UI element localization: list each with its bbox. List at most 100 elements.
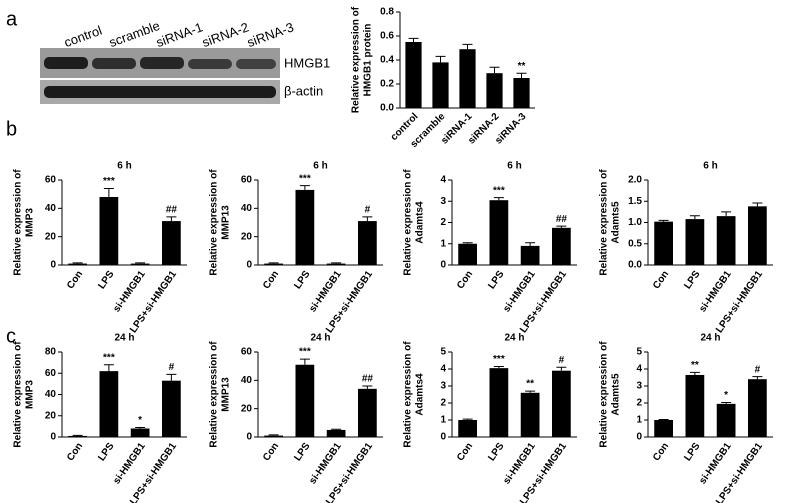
band	[44, 86, 276, 98]
error-bar	[299, 358, 310, 365]
y-tick-label: 0	[636, 432, 642, 443]
error-bar	[362, 385, 373, 389]
y-tick-label: 0	[50, 260, 56, 271]
x-tick-label: LPS	[682, 441, 702, 464]
error-bar	[689, 371, 700, 375]
bar	[513, 78, 530, 108]
error-bar	[408, 37, 419, 42]
significance: ##	[556, 214, 568, 225]
bar	[162, 221, 181, 265]
y-axis-label: Adamts4	[415, 373, 426, 416]
y-tick-label: 0	[440, 432, 446, 443]
chart-title: 24 h	[310, 333, 330, 344]
y-axis-label: MMP13	[221, 205, 232, 240]
y-tick-label: 0.4	[380, 55, 394, 66]
y-tick-label: 3	[636, 381, 642, 392]
bar	[458, 420, 477, 437]
error-bar	[752, 202, 763, 207]
lane-label: siRNA-1	[154, 19, 205, 50]
significance: *	[138, 415, 142, 426]
y-tick-label: 2.0	[628, 175, 642, 186]
y-tick-label: 3	[440, 196, 446, 207]
significance: ***	[493, 185, 505, 196]
significance: *	[724, 390, 728, 401]
y-axis-label: Relative expression of	[599, 341, 610, 448]
x-tick-label: Con	[261, 269, 281, 291]
y-tick-label: 80	[45, 347, 57, 358]
row-label: HMGB1	[284, 55, 330, 70]
x-tick-label: Con	[455, 441, 475, 463]
error-bar	[268, 434, 279, 436]
bar	[654, 221, 673, 265]
bar	[716, 403, 736, 437]
error-bar	[516, 72, 527, 78]
error-bar	[556, 225, 567, 228]
y-tick-label: 5	[440, 347, 446, 358]
y-tick-label: 60	[45, 368, 57, 379]
bar	[748, 206, 767, 265]
band	[92, 58, 136, 69]
bar	[489, 368, 509, 437]
significance: ##	[362, 374, 374, 385]
chart-title: 6 h	[507, 161, 521, 172]
significance: **	[691, 360, 699, 371]
error-bar	[462, 242, 473, 244]
y-tick-label: 2	[440, 217, 446, 228]
error-bar	[331, 428, 342, 430]
error-bar	[103, 188, 114, 197]
band	[44, 57, 88, 69]
x-tick-label: LPS	[682, 269, 702, 292]
error-bar	[525, 390, 536, 393]
chart-title: 24 h	[114, 333, 134, 344]
y-tick-label: 40	[241, 375, 253, 386]
error-bar	[268, 262, 279, 264]
panel-label: a	[6, 8, 18, 30]
band	[188, 59, 232, 69]
bar	[326, 263, 346, 265]
error-bar	[689, 215, 700, 220]
y-axis-label: Adamts5	[611, 373, 622, 416]
error-bar	[72, 262, 83, 264]
y-tick-label: 0	[50, 432, 56, 443]
y-tick-label: 20	[241, 231, 253, 242]
bar	[459, 49, 476, 108]
y-axis-label: MMP3	[25, 380, 36, 409]
y-tick-label: 40	[45, 203, 57, 214]
significance: #	[755, 364, 761, 375]
y-tick-label: 20	[45, 410, 57, 421]
lane-label: siRNA-2	[200, 19, 251, 50]
significance: **	[526, 379, 534, 390]
error-bar	[362, 216, 373, 222]
error-bar	[489, 66, 500, 74]
bar	[520, 392, 540, 437]
error-bar	[462, 418, 473, 420]
x-tick-label: Con	[65, 269, 85, 291]
y-tick-label: 60	[45, 175, 57, 186]
y-tick-label: 4	[440, 364, 446, 375]
chart-title: 24 h	[700, 333, 720, 344]
x-tick-label: LPS	[96, 269, 116, 292]
bar	[716, 216, 736, 265]
lane-label: scramble	[107, 18, 162, 50]
chart-title: 6 h	[313, 161, 327, 172]
bar	[685, 219, 705, 265]
significance: #	[559, 355, 565, 366]
error-bar	[493, 365, 504, 369]
bar	[458, 243, 477, 265]
bar	[552, 370, 571, 437]
bar	[432, 62, 449, 108]
y-axis-label: Relative expression of	[403, 169, 414, 276]
lane-label: siRNA-3	[245, 19, 296, 50]
bar	[748, 379, 767, 437]
y-axis-label: Relative expression of	[209, 169, 220, 276]
bar	[99, 197, 119, 265]
chart-title: 6 h	[117, 161, 131, 172]
y-tick-label: 20	[241, 403, 253, 414]
y-tick-label: 0.6	[380, 31, 394, 42]
y-tick-label: 1.5	[628, 196, 642, 207]
y-tick-label: 0	[440, 260, 446, 271]
x-tick-label: LPS	[486, 441, 506, 464]
chart-title: 6 h	[703, 161, 717, 172]
bar	[358, 388, 377, 437]
x-tick-label: Con	[65, 441, 85, 463]
